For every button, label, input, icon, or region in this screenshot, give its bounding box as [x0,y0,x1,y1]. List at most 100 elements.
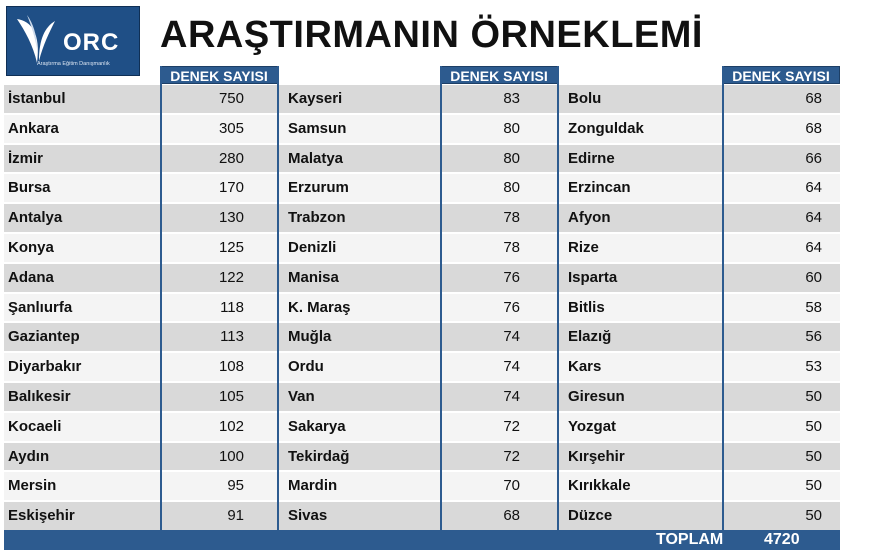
sample-count: 750 [218,90,244,107]
city-name: Elazığ [568,328,612,346]
sample-count: 305 [218,119,244,137]
city-name: Bolu [568,90,602,107]
column-divider [440,66,442,530]
city-name: Konya [8,238,54,256]
orc-logo-mark [17,15,55,63]
table-row: Gaziantep 113 Muğla 74 Elazığ 56 [4,322,840,352]
sample-count: 91 [227,507,244,525]
city-name: Edirne [568,149,615,167]
sample-count: 76 [503,268,520,286]
city-name: Trabzon [288,209,346,227]
city-name: Manisa [288,268,339,286]
orc-logo: ORC Araştırma Eğitim Danışmanlık [6,6,140,76]
table-row: Kocaeli 102 Sakarya 72 Yozgat 50 [4,412,840,442]
sample-count: 72 [503,417,520,435]
city-name: Kars [568,358,602,376]
sample-table: İstanbul 750 Kayseri 83 Bolu 68 Ankara 305 Samsu… [4,84,840,531]
city-name: Mersin [8,477,57,495]
sample-count: 64 [805,209,822,227]
city-name: Şanlıurfa [8,298,73,316]
city-name: Bursa [8,179,51,197]
city-name: Erzincan [568,179,631,197]
table-row: İstanbul 750 Kayseri 83 Bolu 68 [4,84,840,114]
table-row: Ankara 305 Samsun 80 Zonguldak 68 [4,114,840,144]
table-row: Aydın 100 Tekirdağ 72 Kırşehir 50 [4,442,840,472]
sample-count: 122 [218,268,244,286]
sample-count: 78 [503,238,520,256]
sample-count: 95 [227,477,244,495]
city-name: Kırşehir [568,447,625,465]
sample-count: 113 [220,328,244,346]
table-row: Balıkesir 105 Van 74 Giresun 50 [4,382,840,412]
row-background [4,353,840,381]
column-divider [722,66,724,530]
sample-count: 125 [218,238,244,256]
city-name: Van [288,387,315,405]
city-name: Balıkesir [8,387,71,405]
table-row: Konya 125 Denizli 78 Rize 64 [4,233,840,263]
city-name: Zonguldak [568,119,644,137]
sample-count: 78 [503,209,520,227]
city-name: Rize [568,238,599,256]
column-header-3: DENEK SAYISI [722,66,840,84]
table-row: Eskişehir 91 Sivas 68 Düzce 50 [4,501,840,531]
sample-count: 53 [805,358,822,376]
row-background [4,502,840,530]
city-name: Malatya [288,149,344,167]
city-name: Ankara [8,119,59,137]
city-name: Kayseri [288,90,343,107]
city-name: Kocaeli [8,417,62,435]
sample-count: 118 [220,298,244,316]
city-name: Afyon [568,209,611,227]
sample-count: 72 [503,447,520,465]
city-name: Adana [8,268,54,286]
sample-count: 56 [805,328,822,346]
logo-name: ORC [63,29,120,56]
sample-count: 66 [805,149,822,167]
city-name: Erzurum [288,179,349,197]
sample-count: 83 [503,90,520,107]
row-background [4,174,840,203]
total-bar: TOPLAM 4720 [4,530,840,550]
page-title: ARAŞTIRMANIN ÖRNEKLEMİ [160,14,703,56]
table-row: Mersin 95 Mardin 70 Kırıkkale 50 [4,471,840,501]
table-row: Diyarbakır 108 Ordu 74 Kars 53 [4,352,840,382]
row-background [4,382,840,411]
city-name: Eskişehir [8,507,75,525]
sample-count: 68 [805,90,822,107]
row-background [4,442,840,471]
sample-count: 68 [805,119,822,137]
sample-count: 105 [218,387,244,405]
city-name: Mardin [288,477,338,495]
sample-count: 74 [503,358,520,376]
total-value: 4720 [764,531,800,548]
sample-count: 70 [503,477,520,495]
city-name: K. Maraş [288,298,351,316]
row-background [4,472,840,501]
city-name: Kırıkkale [568,477,631,495]
sample-count: 74 [503,328,520,346]
city-name: Tekirdağ [288,447,350,465]
total-label: TOPLAM [656,531,724,548]
row-background [4,114,840,143]
sample-count: 280 [218,149,244,167]
sample-count: 108 [218,358,244,376]
city-name: Muğla [288,328,332,346]
sample-count: 74 [503,387,520,405]
city-name: Ordu [288,358,324,376]
sample-count: 50 [805,507,822,525]
row-background [4,293,840,322]
city-name: Isparta [568,268,618,286]
row-background [4,233,840,262]
row-background [4,323,840,352]
city-name: Antalya [8,209,63,227]
sample-count: 50 [805,477,822,495]
column-divider [557,66,559,530]
sample-count: 80 [503,149,520,167]
city-name: Aydın [8,447,50,465]
column-divider [160,66,162,530]
city-name: Bitlis [568,298,605,316]
row-background [4,263,840,292]
table-row: Adana 122 Manisa 76 Isparta 60 [4,263,840,293]
sample-count: 64 [805,179,822,197]
